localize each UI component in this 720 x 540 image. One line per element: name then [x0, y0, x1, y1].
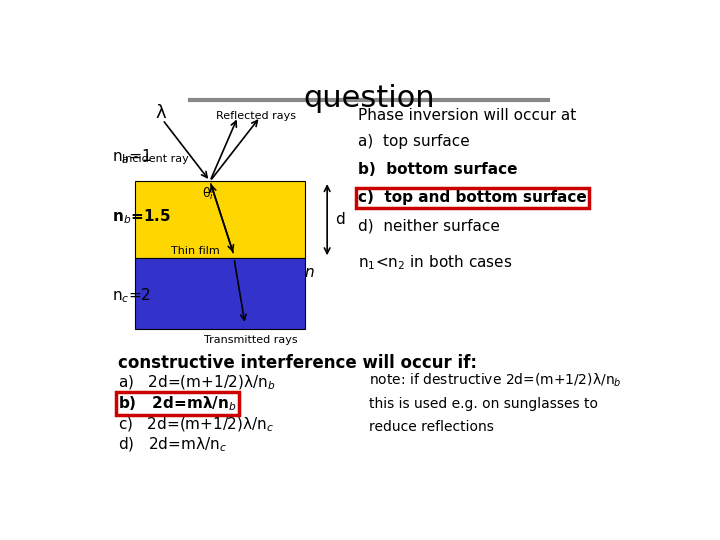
- Text: 19: 19: [680, 518, 698, 532]
- Text: λ: λ: [156, 104, 166, 122]
- Text: c)  top and bottom surface: c) top and bottom surface: [358, 191, 587, 205]
- Bar: [135, 181, 305, 258]
- Text: θ$_i$: θ$_i$: [202, 186, 214, 202]
- Text: a)  top surface: a) top surface: [358, 134, 469, 149]
- Text: question: question: [303, 84, 435, 112]
- Text: d: d: [336, 212, 346, 227]
- Text: constructive interference will occur if:: constructive interference will occur if:: [118, 354, 477, 372]
- Text: n: n: [305, 265, 315, 280]
- Bar: [135, 258, 305, 329]
- Text: b)  bottom surface: b) bottom surface: [358, 162, 518, 177]
- Text: this is used e.g. on sunglasses to: this is used e.g. on sunglasses to: [369, 397, 598, 411]
- Text: n$_1$<n$_2$ in both cases: n$_1$<n$_2$ in both cases: [358, 253, 512, 272]
- Text: n$_a$=1: n$_a$=1: [112, 147, 152, 166]
- Text: d)   2d=mλ/n$_c$: d) 2d=mλ/n$_c$: [118, 436, 227, 455]
- Text: a)   2d=(m+1/2)λ/n$_b$: a) 2d=(m+1/2)λ/n$_b$: [118, 374, 276, 392]
- Text: c)   2d=(m+1/2)λ/n$_c$: c) 2d=(m+1/2)λ/n$_c$: [118, 415, 274, 434]
- Text: Transmitted rays: Transmitted rays: [204, 335, 298, 345]
- Text: Reflected rays: Reflected rays: [215, 111, 295, 120]
- Text: interference, diffraction & polarization: interference, diffraction & polarization: [240, 518, 480, 532]
- Text: d)  neither surface: d) neither surface: [358, 218, 500, 233]
- Text: n$_c$=2: n$_c$=2: [112, 286, 151, 305]
- Text: note: if destructive 2d=(m+1/2)λ/n$_b$: note: if destructive 2d=(m+1/2)λ/n$_b$: [369, 372, 621, 389]
- Text: Thin film: Thin film: [171, 246, 220, 256]
- Text: Incident ray: Incident ray: [122, 154, 189, 164]
- Text: reduce reflections: reduce reflections: [369, 420, 494, 434]
- Text: n$_b$=1.5: n$_b$=1.5: [112, 207, 171, 226]
- Text: b)   2d=mλ/n$_b$: b) 2d=mλ/n$_b$: [118, 394, 236, 413]
- Text: Phase inversion will occur at: Phase inversion will occur at: [358, 109, 576, 124]
